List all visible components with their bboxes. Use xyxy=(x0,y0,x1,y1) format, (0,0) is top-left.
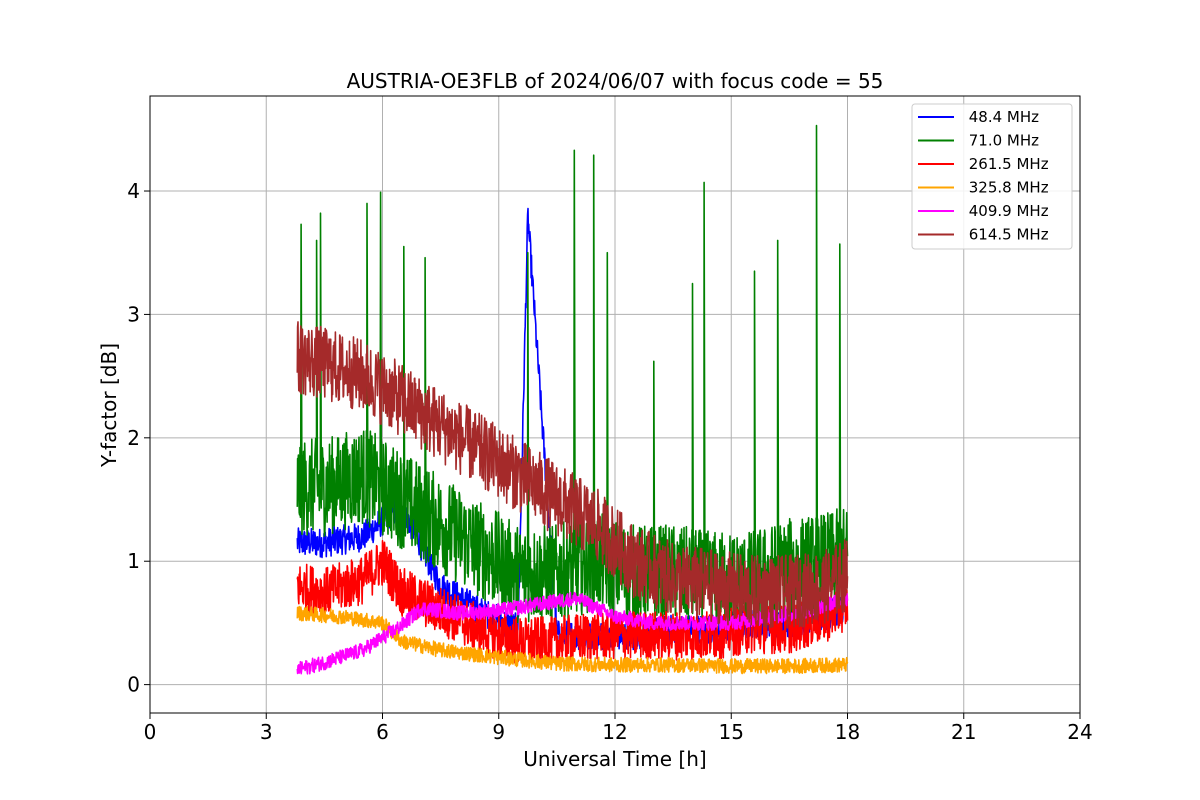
x-tick-label: 18 xyxy=(835,720,860,744)
x-tick-label: 21 xyxy=(951,720,976,744)
y-tick-label: 0 xyxy=(127,673,140,697)
series-line xyxy=(296,321,849,629)
series-line xyxy=(296,605,849,675)
legend-label: 614.5 MHz xyxy=(964,226,1049,244)
x-tick-label: 24 xyxy=(1067,720,1092,744)
x-tick-label: 6 xyxy=(376,720,389,744)
y-tick-label: 3 xyxy=(127,302,140,326)
x-tick-label: 15 xyxy=(719,720,744,744)
legend-label: 48.4 MHz xyxy=(964,108,1039,126)
y-tick-label: 4 xyxy=(127,179,140,203)
legend: 48.4 MHz 71.0 MHz 261.5 MHz 325.8 MHz 40… xyxy=(911,103,1073,250)
x-tick-label: 9 xyxy=(492,720,505,744)
x-axis-label: Universal Time [h] xyxy=(523,747,706,771)
y-tick-label: 2 xyxy=(127,426,140,450)
legend-label: 71.0 MHz xyxy=(964,132,1039,150)
x-tick-label: 3 xyxy=(260,720,273,744)
y-axis-label: Y-factor [dB] xyxy=(97,343,121,468)
chart-title: AUSTRIA-OE3FLB of 2024/06/07 with focus … xyxy=(347,69,884,93)
legend-label: 261.5 MHz xyxy=(964,155,1049,173)
legend-label: 409.9 MHz xyxy=(964,202,1049,220)
x-tick-label: 0 xyxy=(144,720,157,744)
legend-label: 325.8 MHz xyxy=(964,179,1049,197)
series-group xyxy=(296,124,849,675)
y-tick-label: 1 xyxy=(127,549,140,573)
x-tick-label: 12 xyxy=(602,720,627,744)
